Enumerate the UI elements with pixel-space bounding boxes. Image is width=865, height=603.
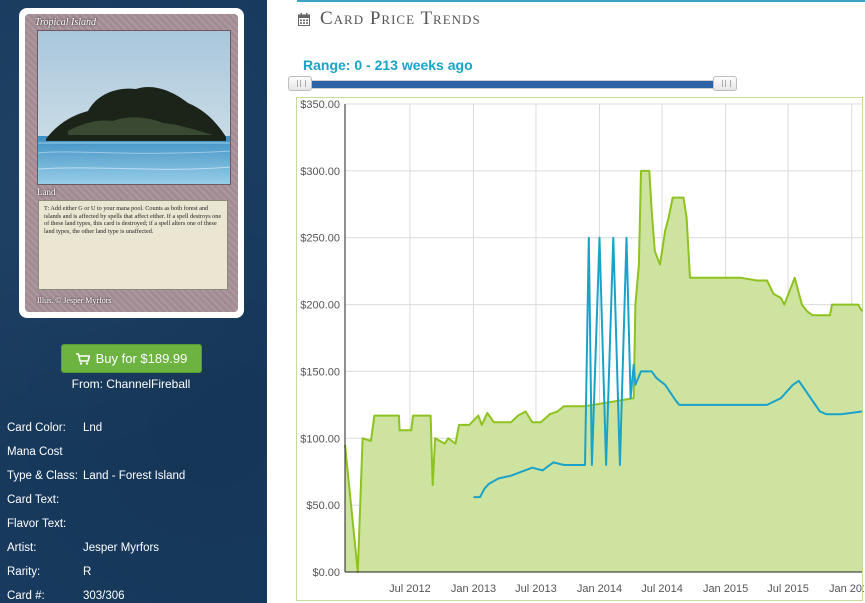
detail-label: Card Text:	[7, 494, 60, 506]
detail-label: Card #:	[7, 590, 45, 602]
detail-label: Flavor Text:	[7, 518, 67, 530]
detail-label: Artist:	[7, 542, 37, 554]
x-tick-label: Jan 2014	[577, 583, 622, 595]
page-title: Card Price Trends	[320, 8, 481, 29]
x-tick-label: Jan 2016	[829, 583, 864, 595]
card-sidebar: Tropical Island	[0, 0, 267, 603]
detail-label: Mana Cost	[7, 446, 63, 458]
x-tick-label: Jan 2015	[703, 583, 748, 595]
x-tick-label: Jul 2014	[641, 583, 683, 595]
y-tick-label: $0.00	[312, 567, 340, 579]
detail-label: Type & Class:	[7, 470, 78, 482]
detail-row-card-number: Card #: 303/306	[7, 590, 262, 603]
x-tick-label: Jul 2012	[389, 583, 431, 595]
card-rules-text: T: Add either G or U to your mana pool. …	[38, 200, 228, 290]
x-tick-label: Jul 2013	[515, 583, 557, 595]
detail-value: Jesper Myrfors	[83, 542, 160, 554]
y-tick-label: $100.00	[300, 433, 340, 445]
detail-row-color: Card Color: Lnd	[7, 422, 262, 446]
range-label: Range: 0 - 213 weeks ago	[303, 57, 473, 73]
y-tick-label: $350.00	[300, 99, 340, 111]
card-illustrator: Illus. © Jesper Myrfors	[37, 296, 112, 305]
detail-row-type: Type & Class: Land - Forest Island	[7, 470, 262, 494]
detail-label: Rarity:	[7, 566, 41, 578]
range-slider-selection	[299, 81, 729, 88]
y-tick-label: $150.00	[300, 366, 340, 378]
range-slider-handle-start[interactable]	[288, 76, 312, 91]
detail-row-artist: Artist: Jesper Myrfors	[7, 542, 262, 566]
y-tick-label: $50.00	[306, 500, 340, 512]
card-name: Tropical Island	[35, 17, 97, 28]
card-face: Tropical Island	[25, 14, 238, 312]
price-chart-svg: $0.00 $50.00 $100.00 $150.00 $200.00 $250.00 $…	[300, 99, 864, 595]
buy-button[interactable]: Buy for $189.99	[61, 344, 202, 373]
calendar-icon	[298, 13, 310, 26]
range-slider-handle-end[interactable]	[713, 76, 737, 91]
card-details: Card Color: Lnd Mana Cost Type & Class: …	[7, 422, 262, 603]
detail-row-mana-cost: Mana Cost	[7, 446, 262, 470]
detail-row-flavor-text: Flavor Text:	[7, 518, 262, 542]
detail-value: R	[83, 566, 92, 578]
card-artwork	[37, 30, 231, 185]
detail-value: Lnd	[83, 422, 103, 434]
price-trends-panel: Card Price Trends Range: 0 - 213 weeks a…	[267, 0, 865, 603]
buy-source: From: ChannelFireball	[71, 377, 191, 391]
series-line	[473, 236, 863, 499]
detail-row-card-text: Card Text:	[7, 494, 262, 518]
detail-row-rarity: Rarity: R	[7, 566, 262, 590]
detail-value: 303/306	[83, 590, 125, 602]
shopping-cart-icon	[75, 352, 90, 365]
card-type-line: Land	[37, 187, 56, 197]
y-tick-label: $300.00	[300, 166, 340, 178]
y-tick-label: $200.00	[300, 300, 340, 312]
detail-value: Land - Forest Island	[83, 470, 186, 482]
x-tick-label: Jul 2015	[767, 583, 809, 595]
price-chart: $0.00 $50.00 $100.00 $150.00 $200.00 $250.00 $…	[296, 97, 864, 601]
series-area	[345, 170, 862, 572]
buy-button-label: Buy for $189.99	[95, 351, 188, 366]
x-tick-label: Jan 2013	[451, 583, 496, 595]
detail-label: Card Color:	[7, 422, 66, 434]
top-divider	[297, 0, 865, 2]
y-tick-label: $250.00	[300, 233, 340, 245]
card-image: Tropical Island	[19, 8, 244, 318]
